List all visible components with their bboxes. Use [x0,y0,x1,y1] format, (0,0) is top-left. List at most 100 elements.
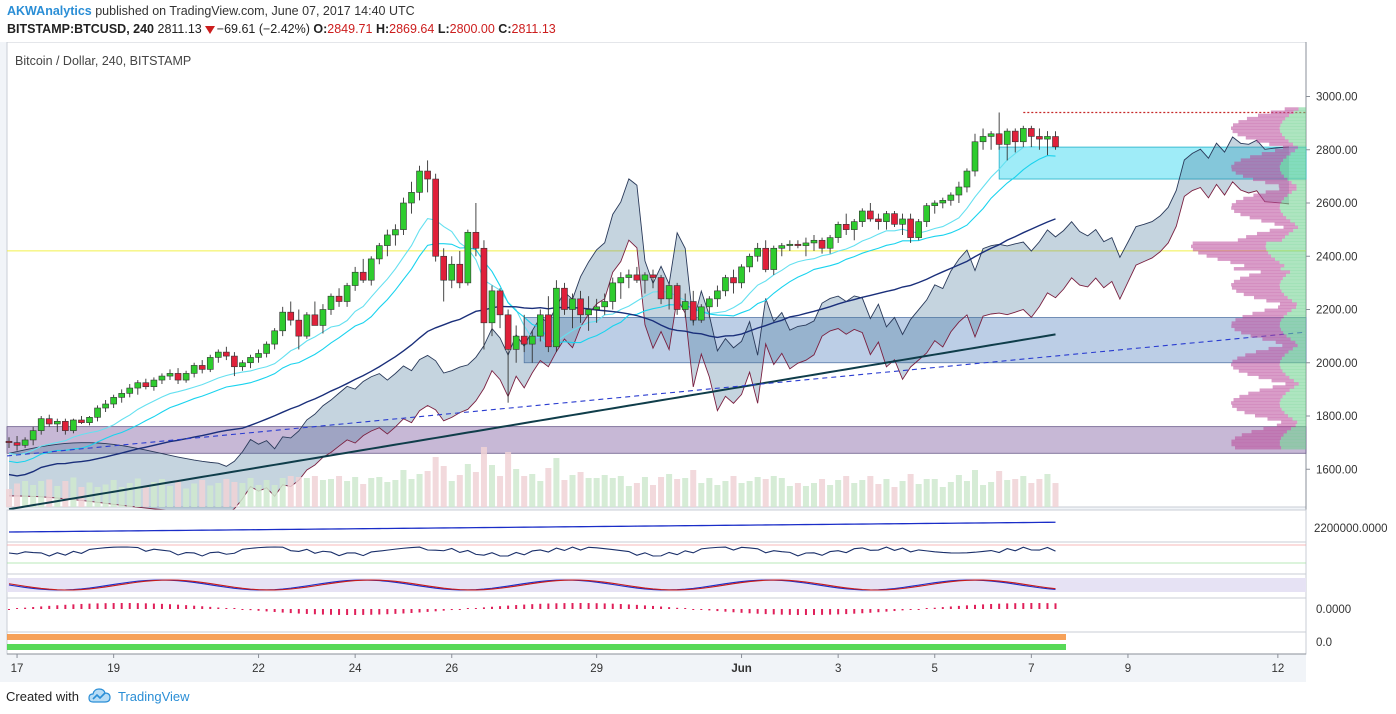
candle [947,192,955,206]
volume-bar [537,481,544,507]
close-label: C: [498,22,512,36]
histogram-bar [684,608,687,609]
histogram-bar [909,609,912,610]
candle-body [850,221,858,230]
histogram-bar [378,609,381,615]
candle-body [673,285,681,310]
histogram-bar [8,609,10,610]
histogram-bar [829,609,832,615]
volume-bar [947,482,954,507]
candle [375,242,383,265]
obv-line [8,521,1056,533]
volume-bar [513,469,520,507]
candle-body [883,213,890,222]
profile-bar-down [1272,385,1295,389]
candle-body [110,397,117,405]
histogram-bar [539,603,542,609]
chart-canvas[interactable]: 3000.00 2800.00 2600.00 2400.00 2200.00 2000.… [0,42,1396,682]
profile-bar-down [1255,350,1289,354]
candle-body [536,314,544,337]
histogram-bar [1006,603,1009,609]
profile-bar-down [1254,295,1288,300]
profile-bar-up [1281,171,1306,175]
candle [45,414,53,427]
histogram-bar [563,603,566,609]
histogram-bar [708,609,711,611]
histogram-bar [160,603,163,609]
histogram-bar [112,603,115,609]
histogram-bar [668,607,671,609]
profile-bar-up [1282,276,1306,281]
candle-body [907,218,914,238]
profile-bar-down [1276,423,1296,428]
histogram-bar [724,609,727,612]
profile-bar-down [1240,212,1284,217]
volume-bar [577,472,584,507]
candle [778,242,786,257]
candle-body [569,298,576,310]
volume-bar [311,476,318,507]
histogram-bar [442,609,445,611]
x-tick-label: 5 [932,663,938,675]
y-tick-label: 2000.00 [1316,358,1358,370]
profile-bar-up [1280,267,1306,271]
candle-body [456,263,464,284]
profile-bar-up [1288,414,1306,418]
author-link[interactable]: AKWAnalytics [7,4,92,18]
histogram-bar [56,605,59,609]
zones-layer [6,42,1396,682]
profile-bar-down [1248,391,1286,396]
candle [496,288,504,329]
profile-bar-up [1292,417,1306,421]
tradingview-brand[interactable]: TradingView [118,689,190,704]
profile-bar-up [1283,314,1306,319]
profile-bar-up [1280,203,1306,207]
volume-bar [336,476,343,507]
candle-body [762,247,770,270]
profile-bar-down [1261,219,1291,223]
candle [367,256,375,286]
profile-bar-down [1279,302,1297,306]
chart-area[interactable]: 3000.00 2800.00 2600.00 2400.00 2200.00 2000.… [0,42,1396,682]
volume-bar [867,476,874,507]
profile-bar-up [1280,279,1306,284]
profile-bar-down [1279,187,1297,191]
profile-bar-down [1233,366,1281,370]
profile-bar-up [1293,142,1306,146]
candle [536,309,544,342]
profile-bar-down [1246,116,1286,121]
profile-bar-down [1231,442,1280,447]
candle [166,369,174,381]
profile-bar-up [1279,362,1306,367]
volume-bar [102,484,109,507]
volume-bar [110,480,117,507]
volume-bar [392,480,399,507]
profile-bar-up [1292,346,1306,351]
histogram-bar [869,609,872,613]
profile-bar-down [1237,238,1283,242]
candle [70,418,77,434]
profile-bar-up [1286,429,1306,434]
volume-bar [811,483,817,507]
candle-body [633,274,641,281]
volume-bar [931,479,938,507]
candle [883,210,890,230]
histogram-bar [861,609,864,614]
profile-bar-down [1244,263,1285,268]
profile-bar-up [1279,321,1306,325]
publish-info: published on TradingView.com, June 07, 2… [95,4,415,18]
volume-bar [762,479,769,507]
profile-bar-up [1297,343,1306,348]
profile-bar-up [1287,311,1306,316]
histogram-bar [901,609,904,611]
volume-bar [432,457,439,507]
histogram-bar [24,607,27,609]
indicator-panes-layer [6,509,1307,655]
volume-bar [891,487,898,507]
candle-body [697,306,705,321]
candle-body [287,311,295,321]
zone-2000-2170 [523,317,1307,364]
candle [1003,128,1011,161]
profile-bar-up [1286,334,1306,338]
open-label: O: [313,22,328,36]
